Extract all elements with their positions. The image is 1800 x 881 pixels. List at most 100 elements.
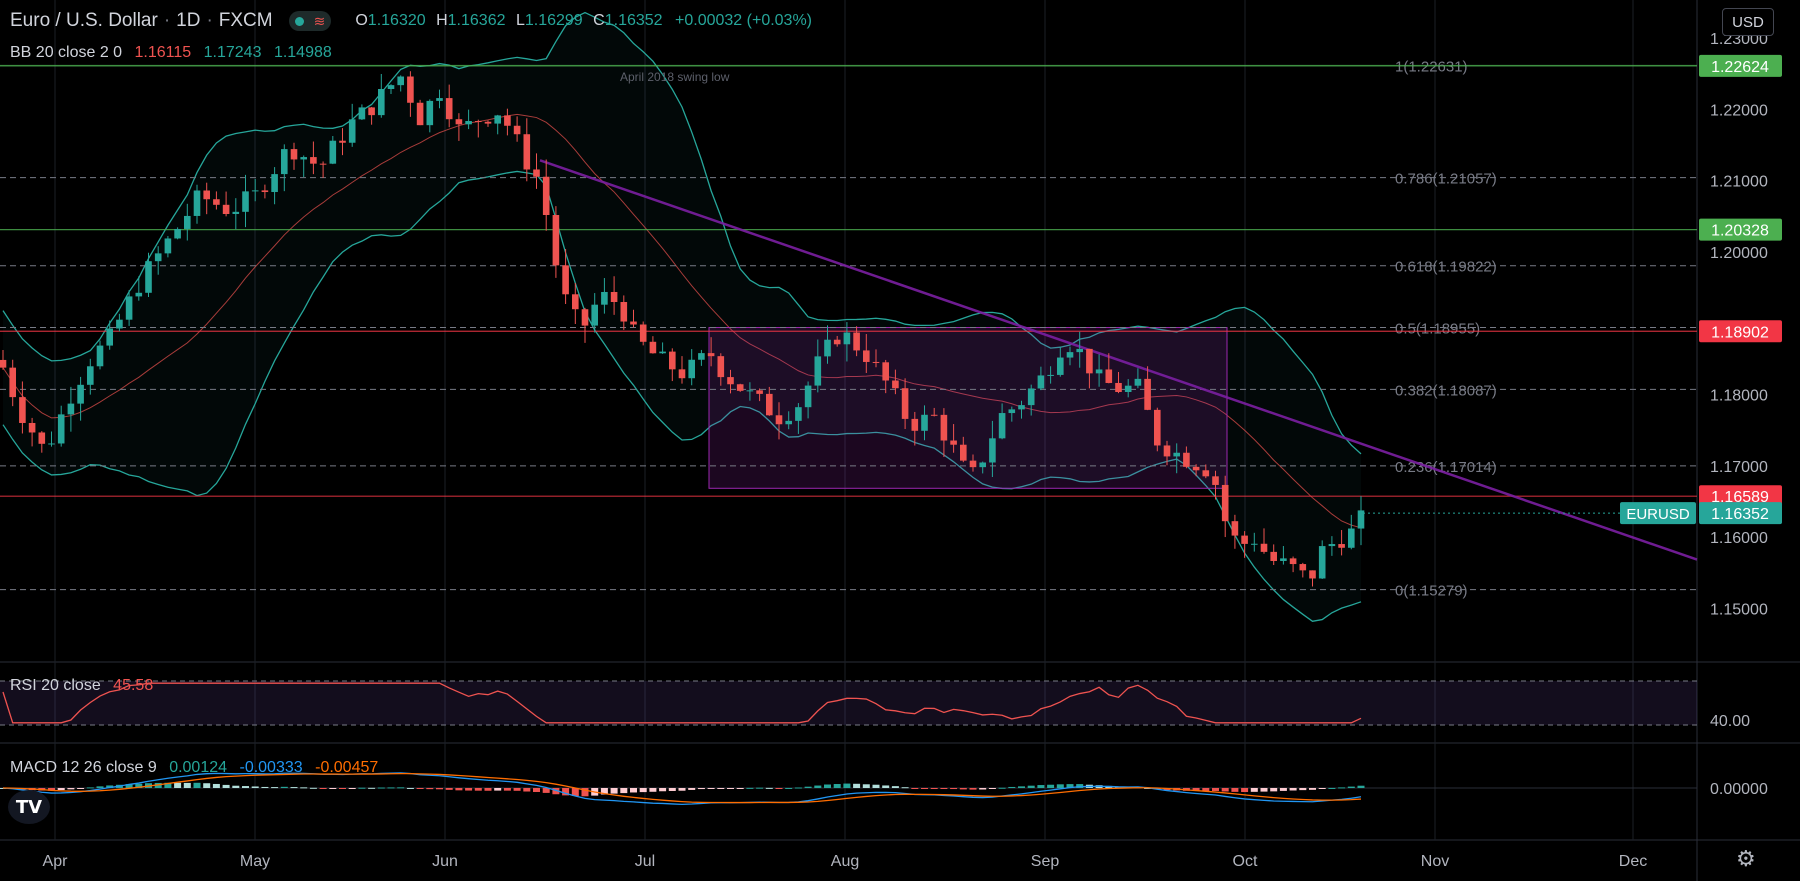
- candle-body: [901, 388, 909, 419]
- candle-body: [154, 253, 162, 262]
- candlesticks: [0, 71, 1365, 587]
- market-status-pill[interactable]: ≋: [288, 11, 332, 31]
- candle-body: [610, 291, 618, 303]
- candle-body: [804, 385, 812, 408]
- x-tick-label: Nov: [1421, 853, 1449, 870]
- candle-body: [378, 89, 385, 116]
- candle-body: [0, 359, 7, 368]
- candle-body: [1095, 369, 1103, 374]
- macd-hist-bar: [1260, 788, 1268, 792]
- candle-body: [1144, 378, 1151, 410]
- bb-legend[interactable]: BB 20 close 2 0 1.16115 1.17243 1.14988: [10, 44, 332, 62]
- candle-body: [368, 107, 375, 116]
- candle-body: [1018, 405, 1025, 410]
- macd-hist-bar: [930, 788, 938, 789]
- candle-body: [77, 384, 84, 404]
- macd-value: -0.00333: [239, 759, 303, 776]
- candle-body: [533, 169, 540, 177]
- macd-hist-value: 0.00124: [169, 759, 228, 776]
- macd-line: [2, 772, 1362, 805]
- macd-hist-bar: [794, 787, 802, 789]
- candle-body: [678, 369, 686, 379]
- macd-hist-bar: [1192, 788, 1200, 791]
- y-tick-label: 1.18000: [1710, 388, 1768, 405]
- candle-body: [135, 292, 143, 297]
- macd-hist-bar: [280, 786, 288, 788]
- candle-body: [775, 415, 783, 425]
- macd-hist-bar: [183, 782, 191, 788]
- bb-upper-value: 1.17243: [203, 44, 262, 61]
- macd-hist-bar: [455, 788, 463, 791]
- macd-hist-bar: [581, 788, 589, 797]
- candle-body: [1202, 470, 1210, 477]
- macd-hist-bar: [911, 788, 919, 789]
- gear-icon[interactable]: ⚙: [1736, 846, 1756, 871]
- rsi-legend[interactable]: RSI 20 close 45.58: [10, 677, 153, 695]
- open-value: 1.16320: [367, 12, 426, 29]
- tradingview-logo-icon[interactable]: TV: [8, 790, 50, 824]
- bb-lower-line: [2, 170, 1362, 622]
- candle-body: [19, 397, 26, 423]
- macd-hist-bar: [77, 788, 85, 789]
- macd-hist-bar: [96, 786, 104, 788]
- macd-hist-bar: [1056, 784, 1064, 788]
- bb-basis-line: [2, 113, 1362, 529]
- candle-body: [1037, 375, 1045, 389]
- macd-hist-bar: [339, 788, 346, 789]
- macd-hist-bar: [649, 788, 657, 792]
- macd-hist-bar: [436, 788, 443, 790]
- symbol-tag-box: [1620, 502, 1696, 525]
- candle-body: [649, 341, 657, 354]
- trend-line: [539, 159, 1698, 561]
- macd-hist-bar: [1338, 787, 1346, 789]
- candle-body: [222, 204, 230, 214]
- macd-hist-bar: [1027, 785, 1035, 788]
- macd-hist-bar: [969, 788, 977, 790]
- candle-body: [1076, 348, 1083, 353]
- macd-hist-bar: [329, 788, 337, 789]
- macd-hist-bar: [426, 788, 434, 790]
- candle-body: [28, 422, 36, 433]
- candle-body: [1154, 409, 1161, 446]
- interval-label[interactable]: 1D: [176, 10, 201, 31]
- macd-hist-bar: [639, 788, 647, 793]
- candle-body: [145, 261, 152, 293]
- wave-icon: ≋: [313, 12, 326, 29]
- macd-hist-bar: [494, 788, 502, 791]
- macd-hist-bar: [1357, 785, 1365, 788]
- candle-body: [698, 353, 705, 360]
- candle-body: [1348, 528, 1355, 548]
- candle-body: [863, 350, 870, 362]
- candle-body: [203, 190, 210, 200]
- price-label-box: [1699, 54, 1782, 77]
- candle-body: [707, 353, 715, 357]
- macd-hist-bar: [154, 782, 162, 788]
- macd-hist-bar: [193, 782, 201, 788]
- candle-body: [911, 418, 919, 431]
- macd-hist-bar: [1212, 788, 1219, 791]
- symbol-name[interactable]: Euro / U.S. Dollar: [10, 10, 158, 31]
- candle-body: [620, 302, 628, 322]
- macd-hist-bar: [67, 788, 75, 790]
- macd-hist-bar: [824, 784, 831, 788]
- candle-body: [969, 460, 977, 468]
- rsi-label: RSI 20 close: [10, 677, 101, 694]
- high-label: H: [436, 12, 448, 29]
- macd-hist-bar: [727, 788, 734, 789]
- candle-body: [242, 191, 249, 212]
- exchange-label: FXCM: [218, 10, 273, 31]
- open-label: O: [355, 12, 368, 29]
- macd-legend[interactable]: MACD 12 26 close 9 0.00124 -0.00333 -0.0…: [10, 759, 378, 777]
- candle-body: [184, 215, 191, 229]
- macd-hist-bar: [1279, 788, 1287, 791]
- price-label-text: 1.18902: [1711, 324, 1769, 341]
- x-tick-label: Jul: [635, 853, 655, 870]
- macd-hist-bar: [630, 788, 637, 793]
- macd-hist-bar: [1299, 788, 1307, 791]
- macd-hist-bar: [271, 787, 279, 789]
- candle-body: [1134, 378, 1142, 386]
- currency-button[interactable]: USD: [1722, 8, 1774, 36]
- macd-hist-bar: [785, 787, 793, 789]
- candle-body: [1241, 535, 1248, 544]
